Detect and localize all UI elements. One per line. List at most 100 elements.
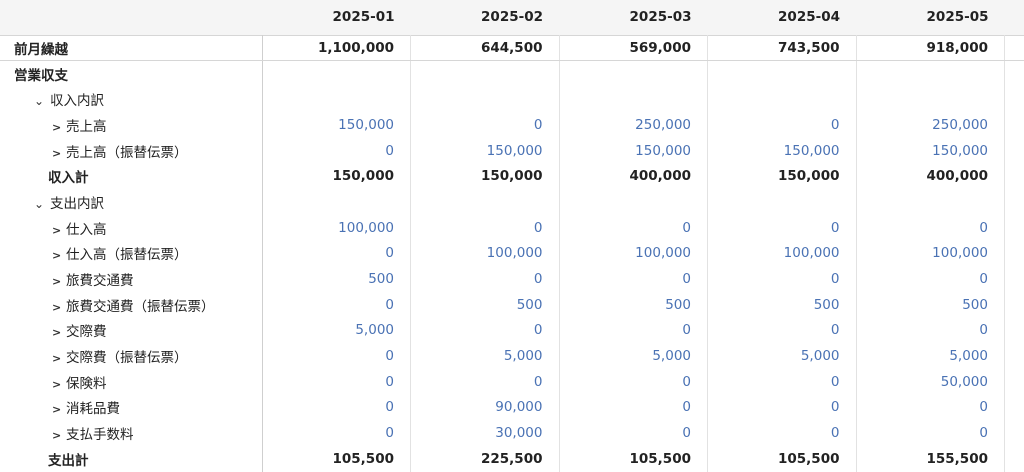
expense-item-toggle[interactable]: > 仕入高 [0,214,263,241]
expense-item-value: 0 [707,394,857,421]
header-label-cell [0,0,262,35]
income-item-value: 0 [707,112,857,138]
expense-item-toggle[interactable]: > 仕入高（振替伝票） [0,240,263,267]
chevron-right-icon: > [52,377,62,391]
month-header: 2025-01 [332,9,395,26]
expense-item-value: 0 [262,291,411,318]
expense-total-label: 支出計 [0,446,263,472]
expense-item-value: 0 [856,420,1005,446]
expense-item-toggle[interactable]: > 旅費交通費（振替伝票） [0,291,263,318]
expense-item-value: 0 [707,266,857,292]
income-total-value: 400,000 [856,163,1005,190]
expense-item-value: 0 [707,368,857,395]
expense-item-value: 5,000 [410,343,560,369]
income-item-value: 150,000 [262,112,411,138]
expense-item-row[interactable]: > 消耗品費 0 90,000 0 0 0 [0,394,1024,421]
expense-total-value: 155,500 [856,446,1005,472]
expense-item-row[interactable]: > 交際費 5,000 0 0 0 0 [0,317,1024,344]
expense-item-value: 0 [856,214,1005,241]
expense-item-label: 交際費（振替伝票） [66,350,188,367]
income-item-label: 売上高（振替伝票） [66,144,188,161]
expense-item-value: 0 [262,368,411,395]
chevron-right-icon: > [52,223,62,237]
expense-item-value: 500 [559,291,708,318]
expense-item-row[interactable]: > 交際費（振替伝票） 0 5,000 5,000 5,000 5,000 [0,343,1024,369]
income-total-value: 150,000 [707,163,857,190]
expense-item-row[interactable]: > 仕入高（振替伝票） 0 100,000 100,000 100,000 100,000 [0,240,1024,267]
income-total-label: 収入計 [0,163,263,190]
income-total-value: 400,000 [559,163,708,190]
expense-item-toggle[interactable]: > 保険料 [0,368,263,395]
expense-total-value: 105,500 [707,446,857,472]
chevron-down-icon: ⌄ [34,94,45,109]
expense-item-value: 0 [856,317,1005,344]
income-item-value: 250,000 [559,112,708,138]
income-total-row: 収入計 150,000 150,000 400,000 150,000 400,… [0,163,1024,190]
expense-item-value: 0 [707,420,857,446]
expense-item-label: 支払手数料 [66,427,134,444]
expense-item-value: 30,000 [410,420,560,446]
expense-item-toggle[interactable]: > 交際費（振替伝票） [0,343,263,369]
income-item-toggle[interactable]: > 売上高 [0,112,263,138]
expense-item-value: 0 [410,317,560,344]
carry-value: 918,000 [856,34,1005,62]
expense-item-value: 100,000 [856,240,1005,267]
income-group-row[interactable]: ⌄ 収入内訳 [0,86,1024,113]
expense-item-label: 消耗品費 [66,401,120,418]
expense-item-row[interactable]: > 旅費交通費 500 0 0 0 0 [0,266,1024,292]
expense-item-value: 100,000 [707,240,857,267]
chevron-right-icon: > [52,403,62,417]
expense-item-value: 0 [410,266,560,292]
expense-item-toggle[interactable]: > 消耗品費 [0,394,263,421]
income-total-value: 150,000 [410,163,560,190]
expense-item-value: 0 [559,394,708,421]
carry-label: 前月繰越 [0,34,263,62]
expense-item-row[interactable]: > 仕入高 100,000 0 0 0 0 [0,214,1024,241]
month-header: 2025-04 [778,9,840,26]
expense-item-label: 仕入高 [66,221,107,238]
expense-item-value: 0 [707,214,857,241]
expense-item-label: 仕入高（振替伝票） [66,247,188,264]
chevron-right-icon: > [52,429,62,443]
expense-item-row[interactable]: > 旅費交通費（振替伝票） 0 500 500 500 500 [0,291,1024,318]
header-row: 2025-01 2025-02 2025-03 2025-04 2025-05 [0,0,1024,35]
expense-item-value: 0 [856,394,1005,421]
expense-item-row[interactable]: > 支払手数料 0 30,000 0 0 0 [0,420,1024,446]
chevron-right-icon: > [52,120,62,134]
expense-item-value: 0 [559,368,708,395]
expense-item-value: 5,000 [262,317,411,344]
expense-item-label: 旅費交通費 [66,273,134,290]
expense-item-value: 0 [559,214,708,241]
chevron-right-icon: > [52,275,62,289]
expense-group-row[interactable]: ⌄ 支出内訳 [0,189,1024,215]
income-item-value: 0 [262,137,411,164]
expense-item-toggle[interactable]: > 支払手数料 [0,420,263,446]
expense-group-toggle[interactable]: ⌄ 支出内訳 [0,189,263,215]
income-item-row[interactable]: > 売上高（振替伝票） 0 150,000 150,000 150,000 150… [0,137,1024,164]
expense-total-value: 225,500 [410,446,560,472]
month-header: 2025-02 [481,9,543,26]
income-item-toggle[interactable]: > 売上高（振替伝票） [0,137,263,164]
expense-item-row[interactable]: > 保険料 0 0 0 0 50,000 [0,368,1024,395]
income-item-row[interactable]: > 売上高 150,000 0 250,000 0 250,000 [0,112,1024,138]
income-item-value: 250,000 [856,112,1005,138]
expense-item-value: 0 [410,368,560,395]
expense-item-toggle[interactable]: > 旅費交通費 [0,266,263,292]
expense-item-toggle[interactable]: > 交際費 [0,317,263,344]
expense-item-value: 5,000 [856,343,1005,369]
chevron-right-icon: > [52,300,62,314]
expense-item-value: 0 [262,343,411,369]
income-total-value: 150,000 [262,163,411,190]
income-group-toggle[interactable]: ⌄ 収入内訳 [0,86,263,113]
expense-item-label: 旅費交通費（振替伝票） [66,298,215,315]
expense-item-value: 0 [707,317,857,344]
expense-item-value: 0 [262,420,411,446]
expense-item-value: 500 [262,266,411,292]
carry-value: 644,500 [410,34,560,62]
income-group-label: 収入内訳 [50,93,104,110]
expense-item-value: 0 [262,394,411,421]
income-item-value: 0 [410,112,560,138]
expense-item-value: 5,000 [559,343,708,369]
income-item-value: 150,000 [410,137,560,164]
income-item-value: 150,000 [856,137,1005,164]
